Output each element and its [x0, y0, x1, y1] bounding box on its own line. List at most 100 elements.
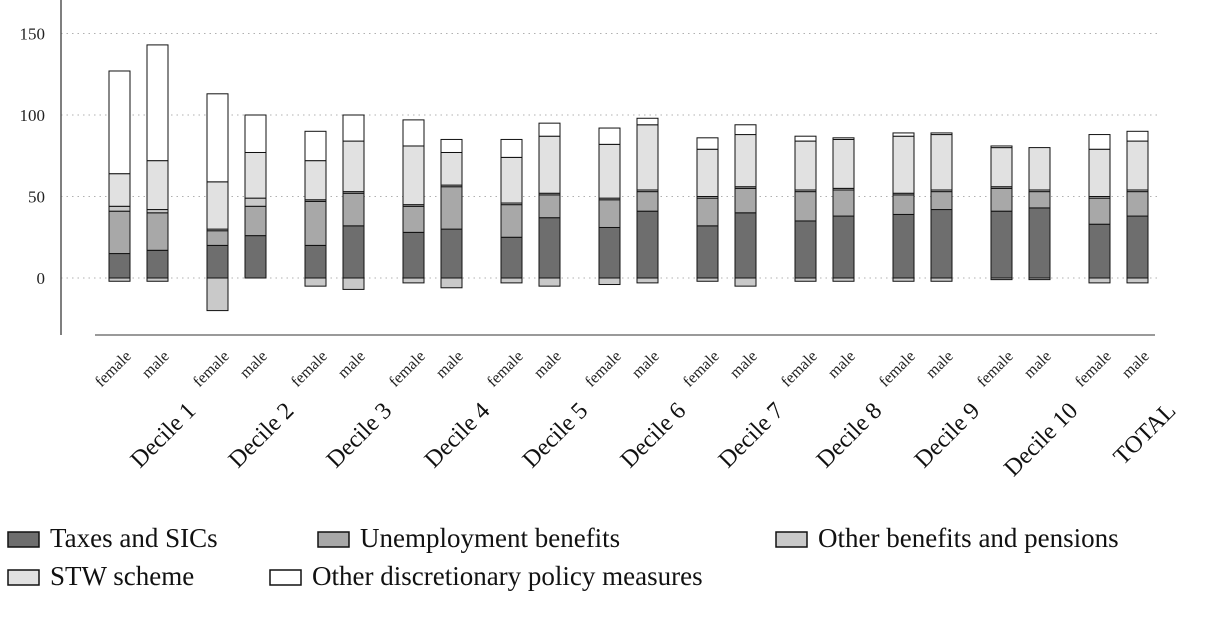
bar-segment-other-benefits-and-pensions-negative	[832, 277, 855, 282]
bar-segment-stw-scheme	[990, 147, 1013, 188]
bar-segment-stw-scheme	[1126, 140, 1149, 191]
bar-segment-taxes-and-sics	[304, 244, 327, 279]
x-group-label: Decile 9	[910, 398, 985, 473]
bar-segment-taxes-and-sics	[500, 236, 523, 279]
bar-segment-other-benefits-and-pensions-negative	[538, 277, 561, 287]
bar-segment-other-discretionary-policy-measures	[892, 132, 915, 137]
bar-segment-other-benefits-and-pensions-negative	[696, 277, 719, 282]
bar-segment-other-discretionary-policy-measures	[402, 119, 425, 147]
bar-segment-other-discretionary-policy-measures	[304, 130, 327, 162]
x-sub-label: male	[139, 348, 173, 382]
x-sub-label: female	[1072, 348, 1115, 391]
x-sub-label: male	[1119, 348, 1153, 382]
x-sub-label: female	[190, 348, 233, 391]
bar-segment-unemployment-benefits	[1126, 191, 1149, 217]
bar-segment-taxes-and-sics	[794, 220, 817, 279]
y-tick-label: 0	[37, 269, 46, 288]
x-group-label: Decile 4	[420, 398, 495, 473]
bar-segment-taxes-and-sics	[146, 249, 169, 279]
bar-segment-other-benefits-and-pensions-negative	[1088, 277, 1111, 284]
x-group-label: Decile 10	[999, 398, 1083, 482]
bar-segment-stw-scheme	[930, 134, 953, 191]
bar-segment-taxes-and-sics	[892, 213, 915, 279]
bar-segment-other-benefits-and-pensions-negative	[636, 277, 659, 284]
y-tick-label: 150	[20, 25, 46, 44]
bar-segment-other-benefits-and-pensions-negative	[402, 277, 425, 284]
bar-segment-other-benefits-and-pensions-negative	[734, 277, 757, 287]
bar-segment-unemployment-benefits	[108, 210, 131, 255]
bar-segment-other-discretionary-policy-measures	[1126, 130, 1149, 142]
bar-segment-other-benefits-and-pensions-negative	[342, 277, 365, 290]
x-sub-label: female	[778, 348, 821, 391]
bar-segment-other-benefits-and-pensions-negative	[930, 277, 953, 282]
x-group-label: TOTAL	[1109, 398, 1181, 470]
bar-segment-unemployment-benefits	[696, 197, 719, 227]
bar-segment-other-benefits-and-pensions-negative	[108, 277, 131, 282]
bar-segment-other-discretionary-policy-measures	[538, 122, 561, 137]
bar-segment-taxes-and-sics	[832, 215, 855, 279]
bar-segment-other-discretionary-policy-measures	[696, 137, 719, 150]
bar-segment-other-discretionary-policy-measures	[244, 114, 267, 153]
bar-segment-stw-scheme	[538, 135, 561, 194]
bar-segment-stw-scheme	[304, 160, 327, 201]
bars	[108, 44, 1149, 312]
bar-segment-stw-scheme	[500, 156, 523, 204]
bar-segment-taxes-and-sics	[598, 226, 621, 279]
bar-segment-other-benefits-and-pensions-negative	[794, 277, 817, 282]
bar-segment-unemployment-benefits	[930, 191, 953, 211]
bar-segment-unemployment-benefits	[538, 194, 561, 219]
bar-segment-other-discretionary-policy-measures	[832, 137, 855, 140]
bar-segment-other-benefits-and-pensions	[108, 205, 131, 212]
bar-segment-stw-scheme	[1088, 148, 1111, 197]
x-sub-label: female	[876, 348, 919, 391]
x-sub-label: male	[727, 348, 761, 382]
bar-segment-other-benefits-and-pensions-negative	[1028, 277, 1051, 281]
bar-segment-other-discretionary-policy-measures	[440, 138, 463, 153]
x-sub-label: male	[531, 348, 565, 382]
x-sub-label: male	[237, 348, 271, 382]
bar-segment-unemployment-benefits	[206, 230, 229, 246]
bar-segment-unemployment-benefits	[304, 200, 327, 246]
x-sub-label: female	[484, 348, 527, 391]
bar-segment-stw-scheme	[244, 151, 267, 199]
legend-label: Taxes and SICs	[50, 523, 218, 553]
bar-segment-other-benefits-and-pensions-negative	[1126, 277, 1149, 284]
bar-segment-taxes-and-sics	[108, 253, 131, 279]
legend-label: Other discretionary policy measures	[312, 561, 703, 591]
legend-item-stw-scheme: STW scheme	[7, 561, 194, 591]
x-group-label: Decile 1	[126, 398, 201, 473]
bar-segment-unemployment-benefits	[500, 204, 523, 238]
bar-segment-taxes-and-sics	[696, 225, 719, 279]
bar-segment-taxes-and-sics	[206, 244, 229, 279]
bar-segment-stw-scheme	[696, 148, 719, 197]
x-sub-label: male	[923, 348, 957, 382]
legend-label: Unemployment benefits	[360, 523, 620, 553]
bar-segment-other-benefits-and-pensions	[244, 197, 267, 207]
bar-segment-other-discretionary-policy-measures	[500, 138, 523, 158]
x-sub-label: female	[92, 348, 135, 391]
x-group-label: Decile 7	[714, 398, 789, 473]
legend-swatch	[317, 531, 350, 548]
legend-item-taxes-and-sics: Taxes and SICs	[7, 523, 218, 553]
bar-segment-stw-scheme	[146, 160, 169, 211]
x-sub-label: male	[433, 348, 467, 382]
legend: Taxes and SICs Unemployment benefits Other…	[7, 523, 1119, 591]
bar-segment-taxes-and-sics	[1088, 223, 1111, 279]
bar-segment-stw-scheme	[206, 181, 229, 230]
bar-segment-other-discretionary-policy-measures	[990, 145, 1013, 149]
bar-segment-other-benefits-and-pensions-negative	[304, 277, 327, 287]
bar-segment-other-discretionary-policy-measures	[734, 124, 757, 136]
x-group-label: Decile 8	[812, 398, 887, 473]
legend-swatch	[7, 531, 40, 548]
bar-segment-stw-scheme	[402, 145, 425, 206]
x-group-label: Decile 3	[322, 398, 397, 473]
x-sub-label: female	[680, 348, 723, 391]
bar-segment-stw-scheme	[892, 135, 915, 194]
bar-segment-stw-scheme	[598, 143, 621, 199]
bar-segment-unemployment-benefits	[244, 205, 267, 237]
bar-segment-stw-scheme	[734, 134, 757, 188]
bar-segment-unemployment-benefits	[440, 186, 463, 230]
legend-item-other-discretionary-policy-measures: Other discretionary policy measures	[269, 561, 703, 591]
bar-segment-taxes-and-sics	[538, 217, 561, 279]
